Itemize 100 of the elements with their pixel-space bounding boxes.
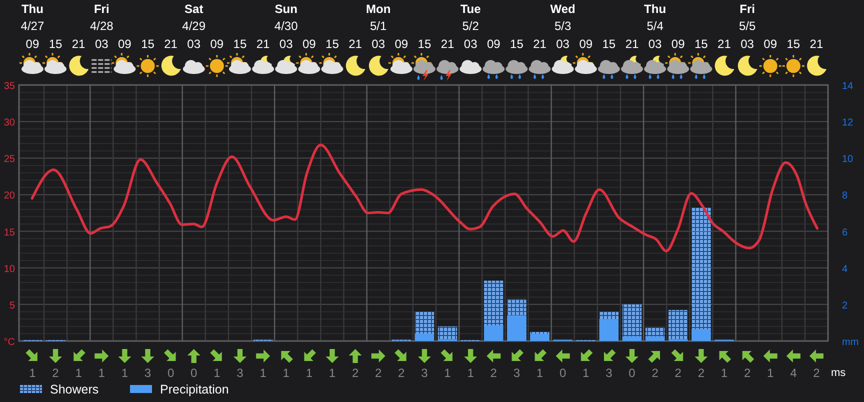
- data-label: 2: [744, 366, 751, 380]
- x-tick-label: 21: [810, 37, 824, 51]
- x-tick-label: 15: [694, 37, 708, 51]
- bar: [507, 315, 526, 341]
- data-label: 2: [375, 366, 382, 380]
- y-tick-label: 5: [9, 300, 16, 312]
- data-label: 1: [720, 366, 728, 380]
- data-label: 1: [467, 366, 474, 380]
- x-tick-label: 21: [625, 37, 639, 51]
- y-tick-label: 20: [4, 190, 16, 202]
- data-label: 2: [398, 366, 406, 380]
- x-tick-label: 03: [464, 37, 478, 51]
- x-tick-label: 03: [740, 37, 754, 51]
- x-tick-label: 09: [394, 37, 408, 51]
- data-label: 1: [536, 366, 544, 380]
- x-tick-label: 21: [72, 37, 86, 51]
- data-label: 1: [29, 366, 36, 380]
- x-tick-label: 15: [510, 37, 524, 51]
- y2-tick-label: 14: [842, 81, 854, 92]
- y-tick-label: 10: [4, 264, 16, 275]
- data-label: 0: [190, 366, 198, 380]
- y2-tick-label: 6: [842, 227, 848, 238]
- bar: [668, 310, 688, 341]
- x-tick-label: 21: [256, 37, 270, 51]
- y2-tick-label: 8: [842, 190, 848, 202]
- x-tick-label: 03: [372, 37, 386, 51]
- bar: [484, 325, 504, 341]
- text: ms: [831, 367, 846, 379]
- x2-tick-label: Thu 5/4: [644, 2, 666, 33]
- x-tick-label: 09: [26, 37, 40, 51]
- data-label: 3: [421, 366, 428, 380]
- x-tick-label: 09: [579, 37, 593, 51]
- x2-tick-label: Fri 4/28: [90, 2, 114, 33]
- x-tick-label: 15: [48, 37, 63, 51]
- x-tick-label: 15: [141, 37, 155, 51]
- data-label: 0: [628, 366, 636, 380]
- data-label: 2: [490, 366, 498, 380]
- y2-tick-label: 2: [842, 300, 848, 312]
- data-label: 2: [674, 366, 682, 380]
- y-tick-label: 15: [4, 227, 16, 238]
- data-label: 1: [306, 366, 313, 380]
- y-tick-label: °C: [4, 337, 15, 348]
- x-tick-label: 03: [187, 37, 201, 51]
- data-label: 1: [121, 366, 128, 380]
- bar: [622, 336, 642, 341]
- x2-tick-label: Tue 5/2: [460, 2, 482, 33]
- data-label: 2: [652, 366, 659, 380]
- data-label: 3: [144, 366, 152, 380]
- x-tick-label: 21: [164, 37, 178, 51]
- x2-tick-label: Fri 5/5: [738, 2, 756, 33]
- x-tick-label: 15: [602, 37, 616, 51]
- data-label: 2: [52, 366, 60, 380]
- x-tick-label: 09: [764, 37, 778, 51]
- x2-tick-label: Thu 4/27: [20, 2, 44, 33]
- data-label: 3: [513, 366, 520, 380]
- x-tick-label: 03: [648, 37, 662, 51]
- x-tick-label: 15: [786, 37, 800, 51]
- data-label: 1: [98, 366, 106, 380]
- x-tick-label: 21: [718, 37, 732, 51]
- bar: [645, 336, 665, 341]
- x-tick-label: 03: [279, 37, 294, 51]
- bar: [692, 329, 711, 341]
- data-label: 1: [582, 366, 590, 380]
- data-label: 0: [167, 366, 174, 380]
- data-label: 2: [698, 366, 705, 380]
- x-tick-label: 15: [418, 37, 432, 51]
- x2-tick-label: Sun 4/30: [274, 2, 298, 33]
- x-tick-label: 21: [440, 37, 455, 51]
- y-tick-label: 30: [4, 118, 16, 129]
- data-label: 1: [214, 366, 221, 380]
- x-tick-label: 21: [533, 37, 547, 51]
- data-label: 2: [352, 366, 359, 380]
- data-label: 3: [606, 366, 613, 380]
- y-tick-label: 25: [4, 154, 16, 166]
- bar: [414, 334, 434, 341]
- x-tick-label: 03: [94, 37, 109, 51]
- data-label: 1: [767, 366, 774, 380]
- x-tick-label: 03: [556, 37, 570, 51]
- legend-label: Precipitation: [160, 382, 229, 396]
- data-label: 1: [282, 366, 290, 380]
- data-label: 1: [260, 366, 267, 380]
- y2-tick-label: 10: [842, 154, 854, 166]
- x2-tick-label: Mon 5/1: [366, 2, 391, 33]
- data-label: 1: [444, 366, 452, 380]
- x2-tick-label: Sat 4/29: [182, 2, 206, 33]
- x-tick-label: 09: [486, 37, 501, 51]
- y-tick-label: 35: [4, 81, 16, 92]
- y2-tick-label: mm: [842, 337, 859, 348]
- y2-tick-label: 4: [842, 264, 848, 275]
- bar: [599, 319, 619, 341]
- x-tick-label: 09: [118, 37, 132, 51]
- x-tick-label: 21: [348, 37, 362, 51]
- x-tick-label: 09: [210, 37, 224, 51]
- y2-tick-label: 12: [842, 118, 854, 129]
- data-label: 2: [813, 366, 820, 380]
- x2-tick-label: Wed 5/3: [550, 2, 576, 33]
- data-label: 0: [559, 366, 566, 380]
- x-tick-label: 15: [233, 37, 247, 51]
- data-label: 1: [328, 366, 336, 380]
- data-label: 4: [790, 366, 798, 380]
